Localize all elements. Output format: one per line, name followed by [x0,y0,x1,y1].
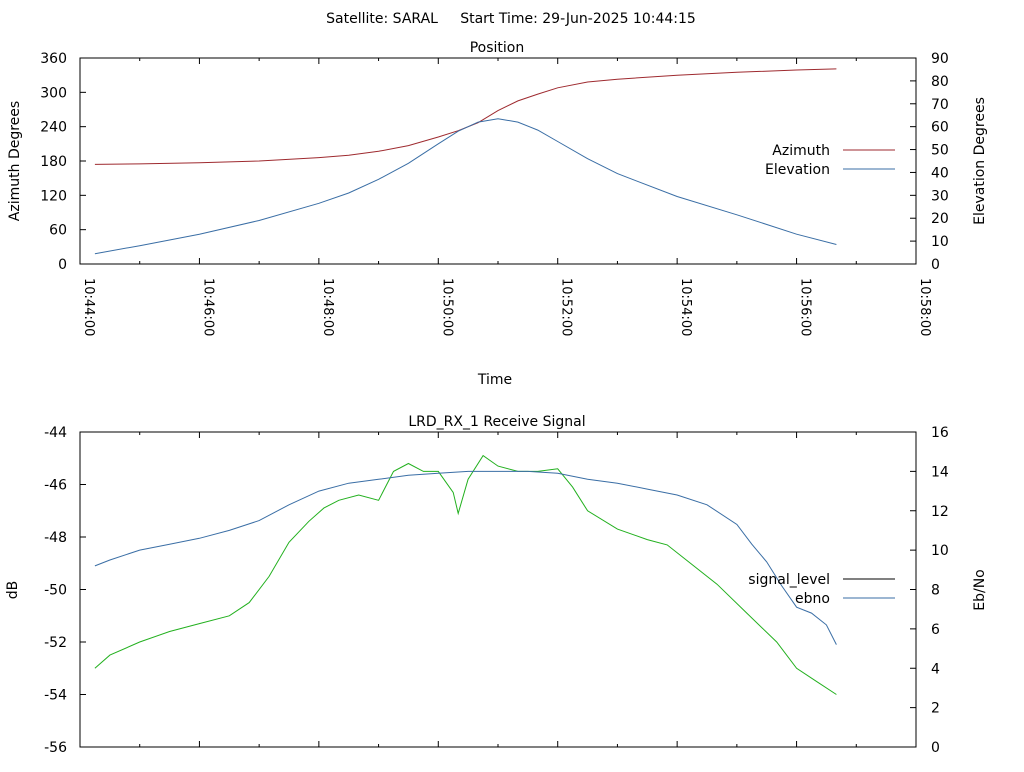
y2-tick-label: 16 [931,425,949,441]
position-ticks: 10:44:00 10:46:00 10:48:00 10:50:00 10:52:00… [40,51,949,336]
position-xlabel: Time [477,372,512,388]
x-tick-label: 10:52:00 [559,278,574,336]
y-tick-label: 180 [40,154,67,170]
y-tick-label: 0 [58,257,67,273]
legend-label: Azimuth [772,143,830,159]
y2-tick-label: 70 [931,97,949,113]
signal-ylabel: dB [5,581,21,600]
y-tick-label: 240 [40,120,67,136]
header-title: Satellite: SARAL Start Time: 29-Jun-2025… [326,11,696,27]
y-tick-label: 60 [49,223,67,239]
position-y2label: Elevation Degrees [972,97,988,225]
position-ylabel: Azimuth Degrees [7,101,23,221]
y-tick-label: -46 [44,478,67,494]
y-tick-label: 120 [40,188,67,204]
y-tick-label: 300 [40,85,67,101]
y2-tick-label: 40 [931,165,949,181]
x-tick-label: 10:44:00 [81,278,96,336]
legend-label: signal_level [748,572,830,588]
x-tick-label: 10:58:00 [917,278,932,336]
signal-y2label: Eb/No [972,569,988,611]
y2-tick-label: 90 [931,51,949,67]
series-line-ebno [94,470,837,645]
series-line-elevation [94,118,837,255]
position-series [94,68,837,255]
position-legend: Azimuth Elevation [765,143,895,178]
x-tick-label: 10:54:00 [678,278,693,336]
y-tick-label: -52 [44,635,67,651]
y2-tick-label: 50 [931,143,949,159]
y2-tick-label: 8 [931,583,940,599]
x-tick-label: 10:48:00 [320,278,335,336]
y2-tick-label: 6 [931,622,940,638]
y2-tick-label: 10 [931,234,949,250]
y-tick-label: -50 [44,583,67,599]
y2-tick-label: 14 [931,464,949,480]
signal-series [94,454,837,695]
series-line-signal-level [94,454,837,695]
y-tick-label: -44 [44,425,67,441]
position-title: Position [470,40,525,56]
y2-tick-label: 60 [931,120,949,136]
y2-tick-label: 0 [931,257,940,273]
y2-tick-label: 10 [931,543,949,559]
series-line-azimuth [94,68,837,165]
y2-tick-label: 80 [931,74,949,90]
signal-plot-frame [79,431,917,748]
legend-label: Elevation [765,162,830,178]
y2-tick-label: 0 [931,740,940,756]
y-tick-label: 360 [40,51,67,67]
x-tick-label: 10:56:00 [798,278,813,336]
y2-tick-label: 4 [931,661,940,677]
signal-title: LRD_RX_1 Receive Signal [408,414,585,430]
x-tick-label: 10:46:00 [200,278,215,336]
legend-label: ebno [795,591,830,607]
y-tick-label: -56 [44,740,67,756]
x-tick-label: 10:50:00 [439,278,454,336]
signal-ticks: -56 -54 -52 -50 -48 -46 -44 0 2 4 6 8 10 12 14 16 [44,425,949,756]
y2-tick-label: 20 [931,211,949,227]
y-tick-label: -48 [44,530,67,546]
y2-tick-label: 2 [931,701,940,717]
y2-tick-label: 12 [931,504,949,520]
y-tick-label: -54 [44,688,67,704]
y2-tick-label: 30 [931,188,949,204]
